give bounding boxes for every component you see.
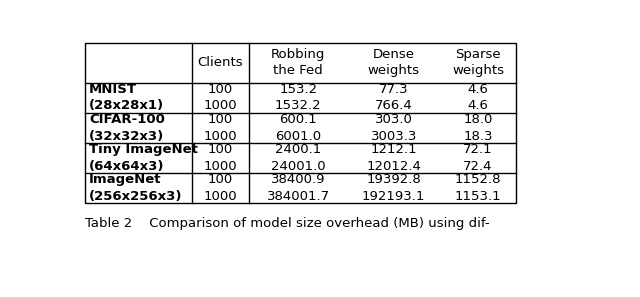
- Text: MNIST
(28x28x1): MNIST (28x28x1): [89, 83, 164, 112]
- Text: 38400.9
384001.7: 38400.9 384001.7: [267, 173, 330, 203]
- Text: 600.1
6001.0: 600.1 6001.0: [275, 113, 321, 143]
- Text: 1152.8
1153.1: 1152.8 1153.1: [455, 173, 501, 203]
- Text: CIFAR-100
(32x32x3): CIFAR-100 (32x32x3): [89, 113, 165, 143]
- Text: 2400.1
24001.0: 2400.1 24001.0: [271, 143, 326, 173]
- Text: ImageNet
(256x256x3): ImageNet (256x256x3): [89, 173, 182, 203]
- Text: 100
1000: 100 1000: [204, 143, 237, 173]
- Text: 153.2
1532.2: 153.2 1532.2: [275, 83, 321, 112]
- Text: 100
1000: 100 1000: [204, 83, 237, 112]
- Bar: [85, 42, 516, 203]
- Text: 72.1
72.4: 72.1 72.4: [463, 143, 493, 173]
- Text: 19392.8
192193.1: 19392.8 192193.1: [362, 173, 426, 203]
- Text: 18.0
18.3: 18.0 18.3: [463, 113, 493, 143]
- Text: 4.6
4.6: 4.6 4.6: [468, 83, 488, 112]
- Text: Tiny ImageNet
(64x64x3): Tiny ImageNet (64x64x3): [89, 143, 198, 173]
- Text: 303.0
3003.3: 303.0 3003.3: [371, 113, 417, 143]
- Text: Table 2    Comparison of model size overhead (MB) using dif-: Table 2 Comparison of model size overhea…: [85, 217, 490, 230]
- Text: 1212.1
12012.4: 1212.1 12012.4: [366, 143, 421, 173]
- Text: 77.3
766.4: 77.3 766.4: [375, 83, 413, 112]
- Text: 100
1000: 100 1000: [204, 173, 237, 203]
- Text: Dense
weights: Dense weights: [368, 48, 420, 77]
- Text: 100
1000: 100 1000: [204, 113, 237, 143]
- Text: Sparse
weights: Sparse weights: [452, 48, 504, 77]
- Text: Clients: Clients: [197, 56, 243, 69]
- Text: Robbing
the Fed: Robbing the Fed: [271, 48, 325, 77]
